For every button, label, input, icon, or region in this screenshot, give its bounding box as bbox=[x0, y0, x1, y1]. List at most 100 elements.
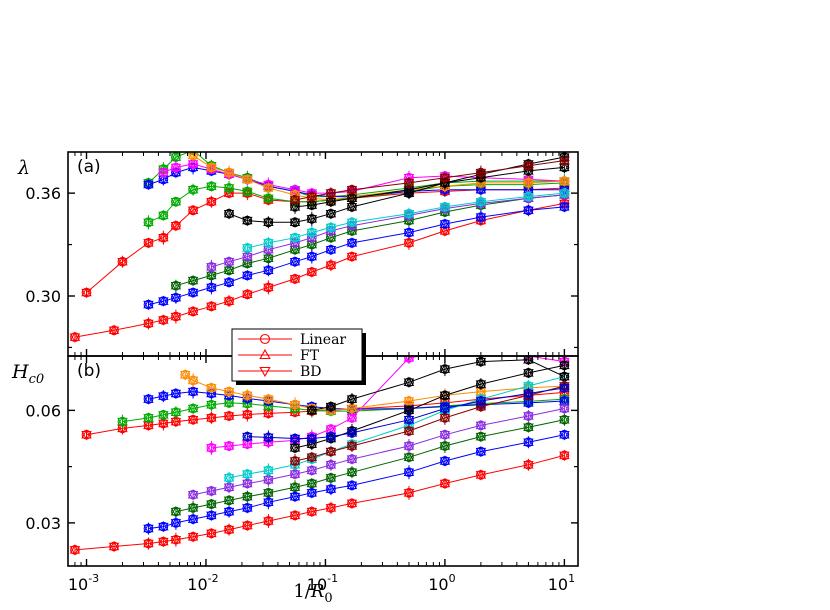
data-point-ft bbox=[289, 216, 301, 227]
data-point-bd bbox=[263, 466, 274, 476]
data-point-ft bbox=[439, 172, 451, 182]
data-point-ft bbox=[475, 166, 487, 177]
data-point-ft bbox=[475, 184, 487, 194]
data-point-bd bbox=[439, 391, 451, 401]
data-point-ft bbox=[325, 446, 337, 456]
data-point-ft bbox=[187, 502, 199, 512]
data-point-bd bbox=[263, 517, 274, 527]
data-point-ft bbox=[242, 392, 253, 403]
data-point-bd bbox=[325, 209, 337, 220]
data-point-bd bbox=[223, 442, 235, 452]
data-point-ft bbox=[206, 300, 217, 311]
data-point-bd bbox=[346, 252, 358, 263]
data-point-ft bbox=[403, 356, 415, 362]
data-point-ft bbox=[306, 232, 318, 242]
data-point-bd bbox=[263, 489, 274, 499]
data-point-bd bbox=[325, 245, 337, 256]
data-point-bd bbox=[523, 382, 534, 392]
data-point-ft bbox=[289, 273, 301, 283]
data-point-bd bbox=[242, 479, 253, 490]
data-point-bd bbox=[206, 414, 217, 424]
data-point-ft bbox=[170, 166, 182, 177]
data-point-ft bbox=[143, 537, 154, 548]
data-point-ft bbox=[325, 244, 337, 254]
data-point-bd bbox=[403, 442, 415, 452]
data-point-bd bbox=[170, 507, 182, 518]
data-point-bd bbox=[206, 302, 217, 312]
data-point-ft bbox=[206, 261, 217, 271]
data-point-bd bbox=[403, 416, 415, 426]
data-point-ft bbox=[289, 481, 301, 491]
data-point-bd bbox=[289, 185, 301, 196]
data-point-bd bbox=[81, 288, 92, 299]
data-point-bd bbox=[475, 213, 487, 223]
data-point-ft bbox=[439, 218, 451, 228]
data-point-bd bbox=[523, 438, 534, 448]
data-point-ft bbox=[143, 178, 154, 189]
data-point-bd bbox=[325, 402, 337, 413]
data-point-bd bbox=[559, 397, 570, 407]
data-point-bd bbox=[187, 288, 199, 299]
data-point-bd bbox=[143, 414, 154, 424]
data-point-bd bbox=[559, 431, 570, 441]
data-point-ft bbox=[117, 422, 128, 433]
data-point-bd bbox=[158, 411, 169, 421]
data-point-ft bbox=[158, 166, 169, 177]
data-point-ft bbox=[223, 182, 235, 192]
data-point-ft bbox=[306, 438, 318, 448]
data-point-ft bbox=[306, 226, 318, 237]
legend-label: Linear bbox=[300, 332, 346, 348]
data-point-ft bbox=[306, 451, 318, 461]
data-point-ft bbox=[306, 190, 318, 201]
data-point-ft bbox=[403, 440, 415, 450]
data-point-bd bbox=[403, 173, 415, 184]
y-tick-label: 0.30 bbox=[25, 287, 61, 306]
data-point-ft bbox=[346, 216, 358, 227]
data-point-ft bbox=[475, 378, 487, 388]
data-point-ft bbox=[346, 402, 358, 413]
data-point-ft bbox=[325, 401, 337, 411]
data-point-bd bbox=[143, 180, 154, 191]
data-point-bd bbox=[242, 290, 253, 300]
data-point-bd bbox=[170, 536, 182, 546]
data-point-ft bbox=[108, 324, 120, 335]
data-point-bd bbox=[475, 380, 487, 390]
data-point-ft bbox=[143, 522, 154, 533]
data-point-ft bbox=[559, 429, 570, 439]
data-point-ft bbox=[439, 177, 451, 187]
data-point-bd bbox=[242, 216, 253, 227]
data-point-ft bbox=[289, 256, 301, 266]
data-point-ft bbox=[187, 531, 199, 541]
data-point-ft bbox=[143, 216, 154, 227]
data-point-bd bbox=[143, 218, 154, 228]
legend-marker-triangle-down bbox=[259, 366, 271, 378]
data-point-bd bbox=[223, 297, 235, 307]
data-point-ft bbox=[187, 286, 199, 297]
data-point-bd bbox=[179, 371, 191, 381]
data-point-ft bbox=[170, 292, 182, 302]
data-point-ft bbox=[242, 214, 253, 225]
data-point-bd bbox=[306, 466, 318, 476]
data-point-bd bbox=[223, 525, 235, 536]
data-point-ft bbox=[263, 464, 274, 475]
data-point-ft bbox=[242, 288, 253, 299]
data-point-bd bbox=[158, 537, 169, 548]
data-point-ft bbox=[523, 387, 534, 398]
data-point-bd bbox=[346, 455, 358, 465]
data-point-bd bbox=[158, 392, 169, 402]
data-point-bd bbox=[289, 434, 301, 445]
data-point-ft bbox=[439, 455, 451, 465]
data-point-ft bbox=[289, 468, 301, 478]
data-point-ft bbox=[325, 221, 337, 232]
data-point-bd bbox=[439, 220, 451, 230]
data-point-ft bbox=[325, 472, 337, 482]
data-point-bd bbox=[306, 489, 318, 499]
data-point-ft bbox=[206, 387, 217, 398]
data-point-bd bbox=[439, 365, 451, 375]
data-point-bd bbox=[223, 483, 235, 493]
data-point-bd bbox=[242, 470, 253, 480]
data-point-bd bbox=[242, 175, 253, 186]
data-point-bd bbox=[403, 453, 415, 463]
data-point-bd bbox=[158, 522, 169, 533]
